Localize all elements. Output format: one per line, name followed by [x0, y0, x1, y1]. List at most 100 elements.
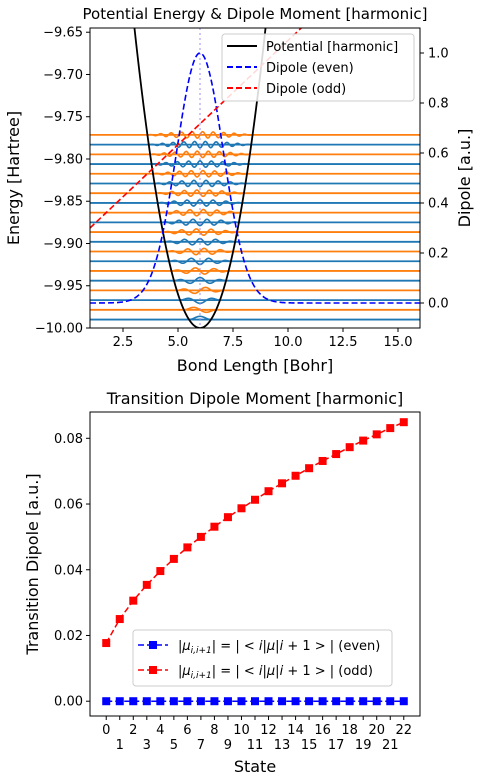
- data-point-even: [345, 697, 354, 706]
- data-point-even: [169, 697, 178, 706]
- state-tick-label: 3: [143, 738, 151, 753]
- right-y-tick-label: 0.2: [428, 247, 449, 262]
- right-y-tick-label: 0.6: [428, 147, 449, 162]
- right-y-tick-label: 0.4: [428, 197, 449, 212]
- state-tick-label: 18: [341, 723, 358, 738]
- state-tick-label: 16: [314, 723, 331, 738]
- data-point-odd: [196, 532, 205, 541]
- data-point-even: [115, 697, 124, 706]
- data-point-odd: [264, 487, 273, 496]
- data-point-odd: [237, 504, 246, 513]
- data-point-even: [264, 697, 273, 706]
- state-tick-label: 13: [274, 738, 291, 753]
- state-tick-label: 10: [233, 723, 250, 738]
- wavefunction-curve: [171, 267, 229, 275]
- data-point-odd: [156, 567, 165, 576]
- data-point-odd: [223, 513, 232, 522]
- data-point-even: [223, 697, 232, 706]
- x-tick-label: 7.5: [223, 335, 244, 350]
- state-tick-label: 6: [183, 723, 191, 738]
- state-tick-label: 20: [368, 723, 385, 738]
- data-point-odd: [332, 450, 341, 459]
- transition-y-axis-label: Transition Dipole [a.u.]: [23, 473, 42, 655]
- state-axis-ticks: 0 2 4 6 8 10 12 14 16 18 20 221 3 5 7 9 11 13 15 17 19 21: [102, 716, 412, 753]
- legend-label-dipole-odd: Dipole (odd): [266, 82, 346, 97]
- state-tick-label: 9: [224, 738, 232, 753]
- y-tick-label: −9.80: [43, 152, 83, 167]
- data-point-even: [142, 697, 151, 706]
- state-tick-label: 11: [247, 738, 264, 753]
- dipole-tick-label: 0.06: [54, 498, 83, 513]
- transition-series: [102, 418, 408, 706]
- data-point-even: [399, 697, 408, 706]
- data-point-odd: [129, 596, 138, 605]
- energy-chart-title: Potential Energy & Dipole Moment [harmon…: [83, 5, 428, 23]
- wavefunction-curve: [161, 218, 239, 227]
- y-tick-label: −10.00: [35, 322, 83, 337]
- data-point-even: [251, 697, 259, 706]
- right-y-tick-label: 1.0: [428, 47, 449, 62]
- data-point-odd: [278, 479, 287, 488]
- potential-curve: [133, 28, 267, 328]
- x-tick-label: 5.0: [168, 335, 189, 350]
- y-tick-label: −9.90: [43, 237, 83, 252]
- x-tick-label: 10.0: [274, 335, 303, 350]
- legend-box: [221, 33, 415, 102]
- state-tick-label: 4: [156, 723, 164, 738]
- x-axis-ticks: 2.5 5.0 7.5 10.0 12.5 15.0: [113, 328, 413, 350]
- energy-chart: Potential Energy & Dipole Moment [harmon…: [4, 5, 474, 375]
- energy-plot-frame: [89, 27, 421, 329]
- data-point-even: [386, 697, 395, 706]
- wavefunction-curve: [148, 140, 252, 149]
- right-y-axis-label: Dipole [a.u.]: [455, 129, 474, 228]
- x-tick-label: 15.0: [384, 335, 413, 350]
- data-point-odd: [359, 436, 368, 445]
- state-tick-label: 5: [170, 738, 178, 753]
- right-y-axis-ticks: 0.0 0.2 0.4 0.6 0.8 1.0: [420, 47, 449, 312]
- wavefunction-curve: [162, 228, 238, 237]
- data-point-even: [332, 697, 341, 706]
- state-tick-label: 21: [382, 738, 399, 753]
- y-axis-label: Energy [Hartree]: [4, 111, 23, 245]
- dipole-tick-label: 0.02: [54, 629, 83, 644]
- data-point-even: [237, 697, 246, 706]
- curves: [90, 28, 420, 328]
- state-tick-label: 15: [301, 738, 318, 753]
- x-axis-label: Bond Length [Bohr]: [177, 356, 333, 375]
- data-point-odd: [291, 471, 300, 480]
- state-tick-label: 1: [116, 738, 124, 753]
- data-point-odd: [318, 456, 327, 465]
- state-tick-label: 22: [395, 723, 412, 738]
- dipole-even-curve: [90, 52, 420, 304]
- dipole-odd-curve: [90, 28, 302, 229]
- data-point-odd: [345, 443, 354, 452]
- y-tick-label: −9.85: [43, 195, 83, 210]
- data-point-odd: [372, 430, 381, 439]
- y-tick-label: −9.75: [43, 110, 83, 125]
- data-point-odd: [251, 495, 259, 504]
- state-tick-label: 7: [197, 738, 205, 753]
- dipole-tick-label: 0.04: [54, 563, 83, 578]
- state-axis-label: State: [234, 757, 276, 776]
- data-point-odd: [169, 554, 178, 563]
- data-point-even: [183, 697, 192, 706]
- data-point-odd: [210, 522, 219, 531]
- wavefunction-curve: [166, 247, 234, 256]
- wavefunction-curve: [154, 179, 246, 188]
- data-point-odd: [386, 424, 395, 433]
- transition-chart: Transition Dipole Moment [harmonic] 0 2 4 6…: [23, 389, 421, 776]
- legend-marker-odd: [149, 666, 157, 674]
- data-point-even: [156, 697, 165, 706]
- legend-label-even: |μi,i+1| = | < i|μ|i + 1 > | (even): [178, 639, 380, 656]
- y-tick-label: −9.70: [43, 68, 83, 83]
- dipole-tick-label: 0.08: [54, 432, 83, 447]
- x-tick-label: 2.5: [113, 335, 134, 350]
- y-tick-label: −9.65: [43, 26, 83, 41]
- state-tick-label: 14: [287, 723, 304, 738]
- legend-box: [132, 629, 393, 687]
- wavefunction-curve: [189, 315, 211, 321]
- dipole-tick-label: 0.00: [54, 695, 83, 710]
- data-point-even: [196, 697, 205, 706]
- right-y-tick-label: 0.0: [428, 297, 449, 312]
- state-tick-label: 17: [328, 738, 345, 753]
